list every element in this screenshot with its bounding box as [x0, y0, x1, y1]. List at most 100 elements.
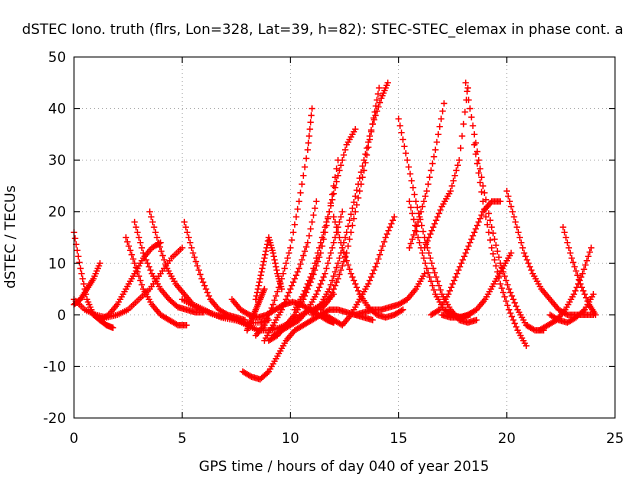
- data-point: [137, 277, 144, 284]
- data-point: [305, 232, 313, 239]
- data-point: [333, 178, 340, 185]
- data-point: [414, 234, 422, 241]
- data-point: [262, 318, 270, 325]
- data-point: [285, 249, 293, 257]
- data-point: [278, 275, 285, 282]
- x-tick-label: 15: [390, 431, 408, 447]
- data-point: [195, 266, 202, 274]
- data-point: [356, 174, 363, 182]
- data-point: [388, 220, 395, 227]
- data-point: [513, 223, 521, 231]
- data-point: [320, 229, 327, 236]
- data-point: [522, 253, 529, 260]
- data-point: [129, 255, 137, 263]
- data-point: [446, 287, 454, 294]
- data-point: [434, 213, 441, 221]
- data-point: [159, 252, 166, 259]
- data-point: [579, 270, 586, 277]
- data-point: [569, 259, 577, 266]
- data-point: [592, 311, 599, 319]
- data-series: [471, 141, 530, 349]
- data-point: [407, 204, 415, 211]
- data-point: [275, 284, 283, 291]
- data-point: [186, 239, 194, 246]
- data-point: [331, 218, 339, 226]
- data-point: [512, 303, 520, 310]
- data-point: [327, 281, 334, 288]
- data-series: [252, 234, 285, 303]
- data-point: [337, 239, 345, 246]
- data-point: [373, 96, 381, 104]
- y-tick-label: 30: [48, 153, 66, 169]
- data-point: [313, 291, 320, 298]
- data-point: [326, 296, 333, 303]
- data-point: [294, 268, 301, 276]
- data-point: [313, 254, 320, 262]
- data-point: [155, 239, 162, 246]
- data-point: [77, 265, 84, 272]
- data-point: [528, 266, 535, 274]
- data-point: [147, 266, 154, 274]
- data-point: [270, 253, 278, 260]
- x-tick-label: 0: [70, 431, 79, 447]
- data-point: [75, 253, 82, 260]
- data-point: [407, 240, 415, 247]
- data-point: [491, 236, 498, 243]
- data-point: [329, 196, 336, 203]
- data-point: [323, 265, 330, 272]
- data-point: [363, 151, 371, 159]
- data-point: [339, 244, 346, 252]
- data-point: [173, 321, 180, 328]
- data-point: [272, 263, 280, 270]
- data-point: [307, 273, 314, 281]
- data-point: [329, 244, 336, 252]
- x-tick-label: 5: [178, 431, 187, 447]
- data-point: [198, 275, 205, 282]
- data-point: [343, 249, 350, 257]
- data-point: [499, 289, 507, 296]
- data-point: [457, 144, 464, 152]
- data-point: [305, 132, 313, 140]
- data-point: [344, 223, 352, 230]
- data-point: [436, 123, 443, 130]
- data-point: [485, 229, 492, 236]
- data-point: [308, 270, 316, 277]
- data-point: [257, 272, 265, 279]
- data-point: [288, 236, 296, 244]
- data-point: [337, 249, 345, 257]
- data-point: [185, 234, 192, 241]
- data-series: [317, 84, 383, 313]
- data-point: [277, 279, 284, 287]
- data-point: [423, 187, 430, 195]
- data-point: [371, 108, 378, 116]
- data-point: [554, 315, 561, 323]
- data-point: [346, 236, 353, 243]
- data-point: [565, 244, 573, 252]
- data-point: [396, 122, 404, 129]
- data-point: [474, 160, 481, 167]
- data-point: [334, 260, 342, 267]
- data-point: [334, 275, 342, 282]
- data-point: [479, 182, 487, 190]
- data-point: [336, 234, 343, 241]
- data-point: [272, 260, 279, 267]
- data-point: [149, 218, 156, 226]
- data-point: [440, 100, 448, 107]
- data-point: [418, 222, 425, 229]
- data-point: [281, 299, 288, 307]
- data-point: [430, 153, 438, 160]
- data-point: [199, 278, 207, 286]
- data-point: [489, 250, 497, 258]
- data-point: [330, 239, 337, 246]
- data-point: [523, 342, 530, 349]
- data-point: [375, 255, 382, 263]
- data-point: [334, 229, 342, 236]
- data-point: [582, 294, 590, 301]
- data-point: [376, 251, 384, 258]
- data-point: [488, 223, 495, 231]
- data-series: [252, 105, 316, 339]
- data-point: [523, 256, 531, 264]
- data-point: [574, 272, 581, 279]
- data-point: [412, 198, 420, 205]
- data-series: [70, 244, 186, 321]
